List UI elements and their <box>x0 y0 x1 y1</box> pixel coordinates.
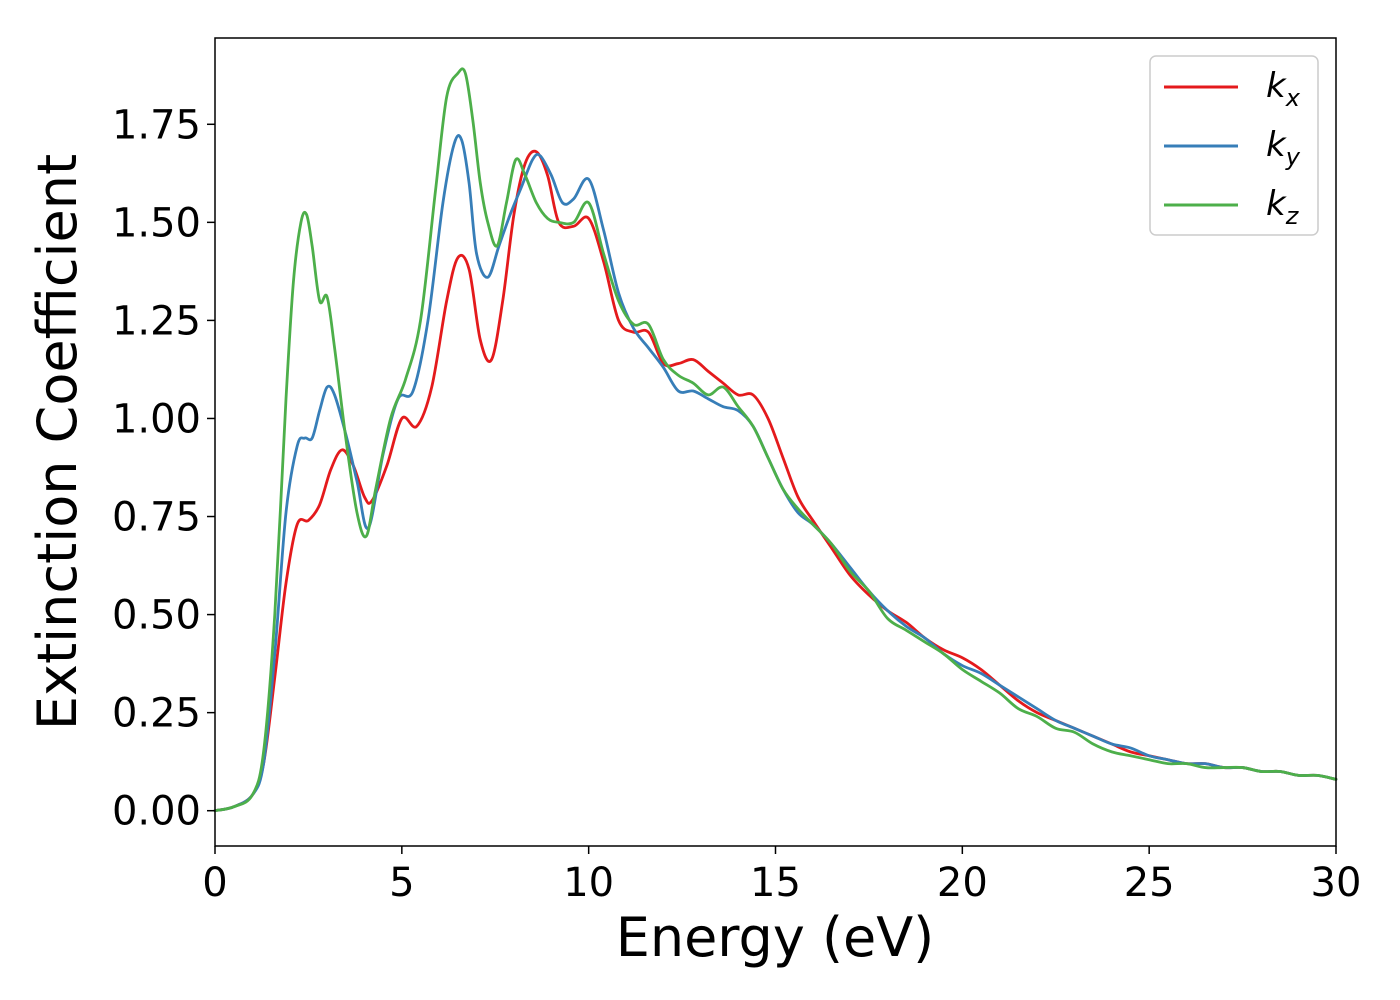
x-tick-label: 20 <box>937 860 988 906</box>
y-axis-label: Extinction Coefficient <box>26 154 89 730</box>
y-tick-label: 0.00 <box>112 789 201 835</box>
y-tick-label: 1.00 <box>112 396 201 442</box>
x-tick-label: 30 <box>1311 860 1362 906</box>
series-line-kz <box>213 67 1338 813</box>
y-tick-label: 1.75 <box>112 102 201 148</box>
y-tick-label: 0.25 <box>112 691 201 737</box>
y-tick-label: 1.50 <box>112 200 201 246</box>
series-layer <box>213 67 1338 813</box>
x-tick-label: 25 <box>1124 860 1175 906</box>
legend: kx ky kz <box>1149 55 1319 236</box>
x-tick-label: 10 <box>563 860 614 906</box>
x-tick-label: 0 <box>202 860 227 906</box>
y-axis: 0.00 0.25 0.50 0.75 1.00 1.25 1.50 1.75 <box>112 102 215 835</box>
y-tick-label: 1.25 <box>112 298 201 344</box>
legend-label-ky: ky <box>1266 125 1301 171</box>
x-tick-label: 15 <box>750 860 801 906</box>
x-axis-label: Energy (eV) <box>616 906 935 969</box>
x-tick-label: 5 <box>389 860 414 906</box>
legend-label-kx: kx <box>1266 66 1301 112</box>
legend-label-kz: kz <box>1266 184 1300 230</box>
y-tick-label: 0.75 <box>112 495 201 541</box>
x-axis: 0 5 10 15 20 25 30 <box>202 846 1361 906</box>
y-tick-label: 0.50 <box>112 593 201 639</box>
